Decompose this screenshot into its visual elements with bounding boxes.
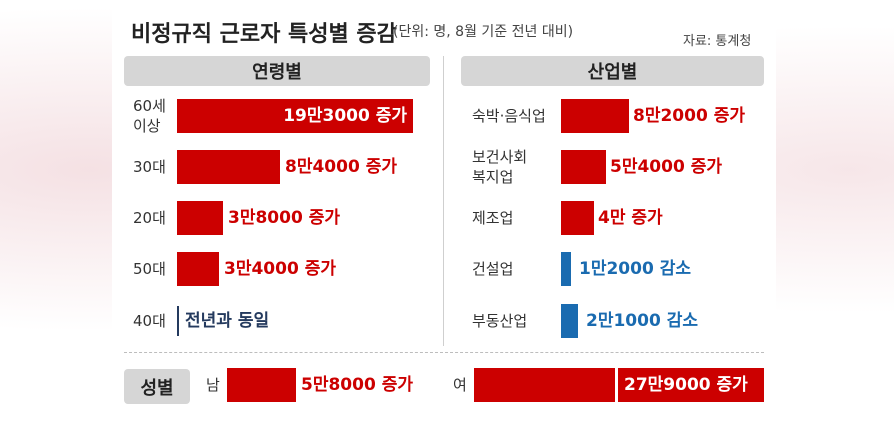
age-value-label: 8만4000 증가 — [285, 157, 397, 177]
industry-category-label: 보건사회 복지업 — [472, 148, 528, 186]
industry-bar — [561, 252, 571, 286]
panel-divider — [443, 56, 444, 346]
chart-subtitle: (단위: 명, 8월 기준 전년 대비) — [393, 24, 574, 40]
age-bar — [177, 150, 280, 184]
industry-category-label: 건설업 — [472, 260, 514, 278]
age-value-label: 19만3000 증가 — [283, 106, 407, 126]
chart-title: 비정규직 근로자 특성별 증감 — [131, 22, 397, 47]
gender-category-label: 여 — [453, 376, 467, 394]
age-category-label: 20대 — [133, 209, 166, 227]
age-bar — [177, 201, 223, 235]
industry-value-label: 4만 증가 — [598, 208, 663, 228]
industry-value-label: 5만4000 증가 — [610, 157, 722, 177]
age-category-label: 50대 — [133, 260, 166, 278]
age-bar — [177, 252, 219, 286]
age-panel-header: 연령별 — [124, 56, 430, 86]
industry-bar — [561, 150, 606, 184]
age-value-label: 전년과 동일 — [185, 311, 270, 331]
industry-value-label: 8만2000 증가 — [633, 106, 745, 126]
gender-value-label: 5만8000 증가 — [301, 375, 413, 395]
age-category-label: 30대 — [133, 158, 166, 176]
age-value-label: 3만8000 증가 — [228, 208, 340, 228]
industry-value-label: 2만1000 감소 — [586, 311, 698, 331]
industry-category-label: 부동산업 — [472, 312, 528, 330]
gender-bar — [474, 368, 764, 402]
industry-value-label: 1만2000 감소 — [579, 259, 691, 279]
industry-category-label: 제조업 — [472, 209, 514, 227]
gender-category-label: 남 — [206, 376, 220, 394]
gender-bar — [227, 368, 296, 402]
section-divider — [124, 352, 764, 353]
industry-panel-header: 산업별 — [461, 56, 764, 86]
industry-bar — [561, 99, 629, 133]
industry-bar — [561, 201, 594, 235]
age-value-label: 3만4000 증가 — [224, 259, 336, 279]
source-note: 자료: 통계청 — [683, 34, 752, 49]
gender-value-label: 27만9000 증가 — [624, 375, 748, 395]
age-category-label: 40대 — [133, 312, 166, 330]
gender-panel-header: 성별 — [124, 369, 190, 404]
age-category-label: 60세 이상 — [133, 97, 166, 135]
age-no-change-marker — [177, 306, 179, 336]
industry-bar — [561, 304, 578, 338]
industry-category-label: 숙박·음식업 — [472, 107, 546, 125]
age-bar — [177, 99, 413, 133]
gender-bar-gap — [615, 368, 618, 402]
